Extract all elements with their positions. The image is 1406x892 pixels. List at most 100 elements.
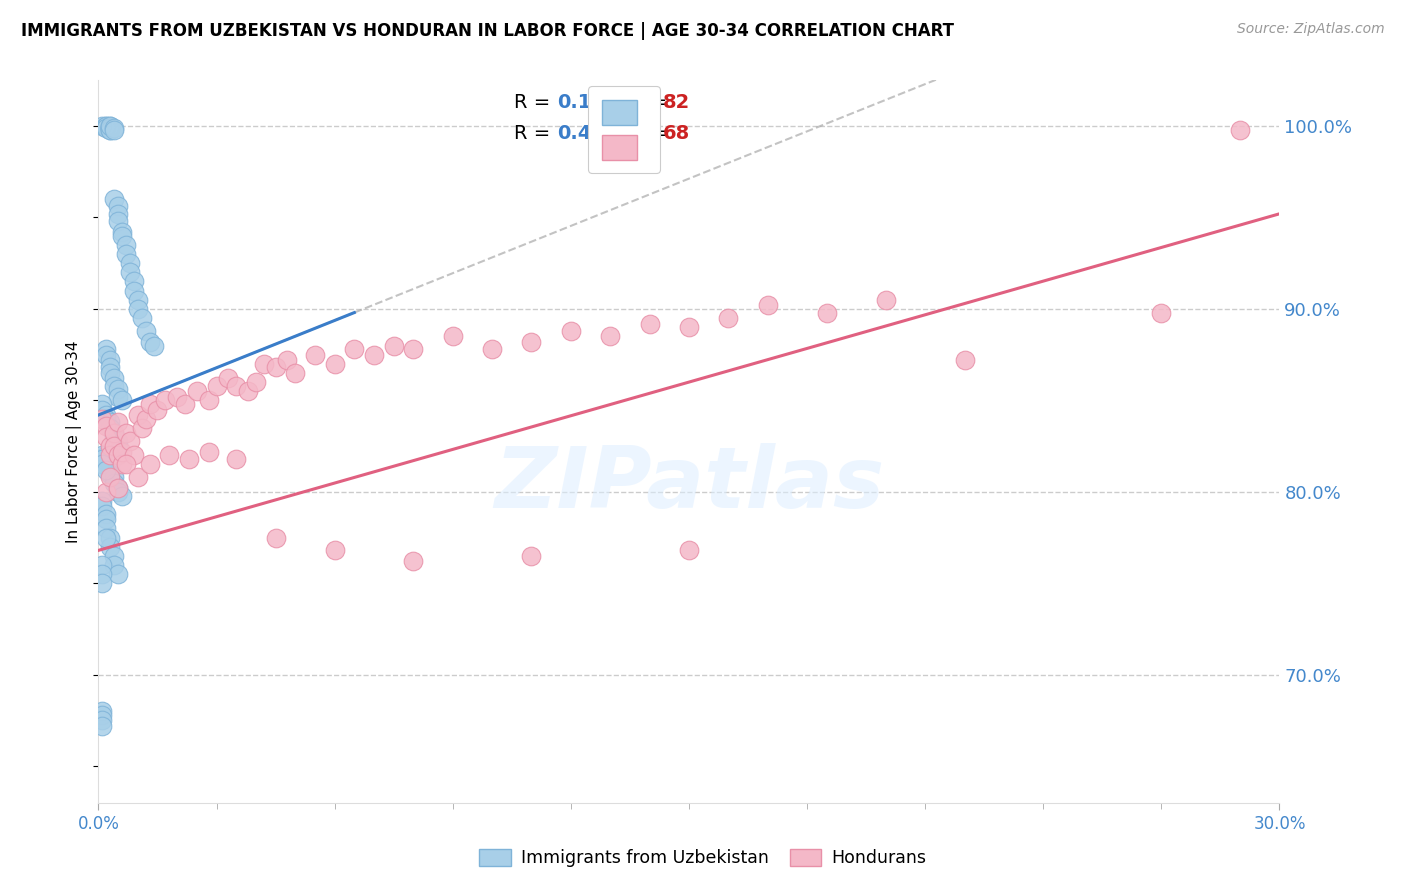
Point	[96, 531, 118, 545]
Point	[225, 378, 247, 392]
Point	[343, 342, 366, 356]
Text: IMMIGRANTS FROM UZBEKISTAN VS HONDURAN IN LABOR FORCE | AGE 30-34 CORRELATION CH: IMMIGRANTS FROM UZBEKISTAN VS HONDURAN I…	[21, 22, 955, 40]
Point	[107, 415, 129, 429]
Point	[382, 338, 405, 352]
Point	[157, 448, 180, 462]
Point	[96, 448, 118, 462]
Point	[91, 451, 114, 466]
Point	[107, 484, 129, 499]
Point	[96, 419, 118, 434]
Point	[520, 549, 543, 563]
Point	[253, 357, 276, 371]
Point	[96, 451, 118, 466]
Point	[127, 408, 149, 422]
Point	[103, 120, 125, 135]
Point	[678, 543, 700, 558]
Point	[138, 334, 160, 349]
Point	[103, 430, 125, 444]
Point	[103, 470, 125, 484]
Point	[638, 317, 661, 331]
Point	[91, 402, 114, 417]
Point	[815, 305, 838, 319]
Point	[111, 458, 134, 472]
Text: 0.132: 0.132	[557, 94, 619, 112]
Point	[481, 342, 503, 356]
Point	[91, 500, 114, 514]
Point	[96, 521, 118, 535]
Point	[98, 540, 121, 554]
Point	[98, 421, 121, 435]
Point	[98, 120, 121, 135]
Point	[91, 448, 114, 462]
Text: ZIPatlas: ZIPatlas	[494, 443, 884, 526]
Point	[560, 324, 582, 338]
Point	[135, 324, 157, 338]
Point	[236, 384, 259, 399]
Point	[127, 470, 149, 484]
Point	[96, 484, 118, 499]
Point	[103, 439, 125, 453]
Point	[138, 458, 160, 472]
Legend: Immigrants from Uzbekistan, Hondurans: Immigrants from Uzbekistan, Hondurans	[472, 842, 934, 874]
Point	[98, 463, 121, 477]
Legend: , : ,	[588, 87, 659, 173]
Point	[122, 275, 145, 289]
Point	[103, 426, 125, 441]
Text: N =: N =	[630, 94, 673, 112]
Point	[98, 531, 121, 545]
Point	[217, 371, 239, 385]
Point	[96, 342, 118, 356]
Point	[111, 225, 134, 239]
Point	[98, 119, 121, 133]
Point	[98, 122, 121, 136]
Text: 0.483: 0.483	[557, 124, 619, 143]
Point	[103, 378, 125, 392]
Point	[115, 426, 138, 441]
Point	[402, 342, 425, 356]
Point	[323, 357, 346, 371]
Text: 68: 68	[664, 124, 690, 143]
Point	[323, 543, 346, 558]
Point	[1150, 305, 1173, 319]
Point	[98, 458, 121, 472]
Point	[96, 408, 118, 422]
Point	[111, 488, 134, 502]
Point	[103, 558, 125, 572]
Point	[103, 371, 125, 385]
Point	[91, 576, 114, 591]
Y-axis label: In Labor Force | Age 30-34: In Labor Force | Age 30-34	[66, 340, 83, 543]
Point	[264, 531, 287, 545]
Point	[91, 494, 114, 508]
Point	[107, 481, 129, 495]
Point	[107, 439, 129, 453]
Point	[96, 507, 118, 521]
Point	[402, 554, 425, 568]
Point	[599, 329, 621, 343]
Point	[103, 122, 125, 136]
Point	[441, 329, 464, 343]
Point	[107, 481, 129, 495]
Point	[953, 353, 976, 368]
Text: Source: ZipAtlas.com: Source: ZipAtlas.com	[1237, 22, 1385, 37]
Point	[107, 448, 129, 462]
Point	[225, 451, 247, 466]
Point	[103, 549, 125, 563]
Point	[1229, 122, 1251, 136]
Point	[264, 360, 287, 375]
Point	[717, 311, 740, 326]
Point	[98, 119, 121, 133]
Point	[107, 214, 129, 228]
Point	[177, 451, 200, 466]
Point	[115, 458, 138, 472]
Point	[98, 467, 121, 481]
Text: R =: R =	[515, 124, 557, 143]
Point	[186, 384, 208, 399]
Point	[103, 192, 125, 206]
Point	[205, 378, 228, 392]
Point	[91, 119, 114, 133]
Point	[197, 393, 219, 408]
Point	[875, 293, 897, 307]
Point	[98, 470, 121, 484]
Point	[520, 334, 543, 349]
Point	[96, 119, 118, 133]
